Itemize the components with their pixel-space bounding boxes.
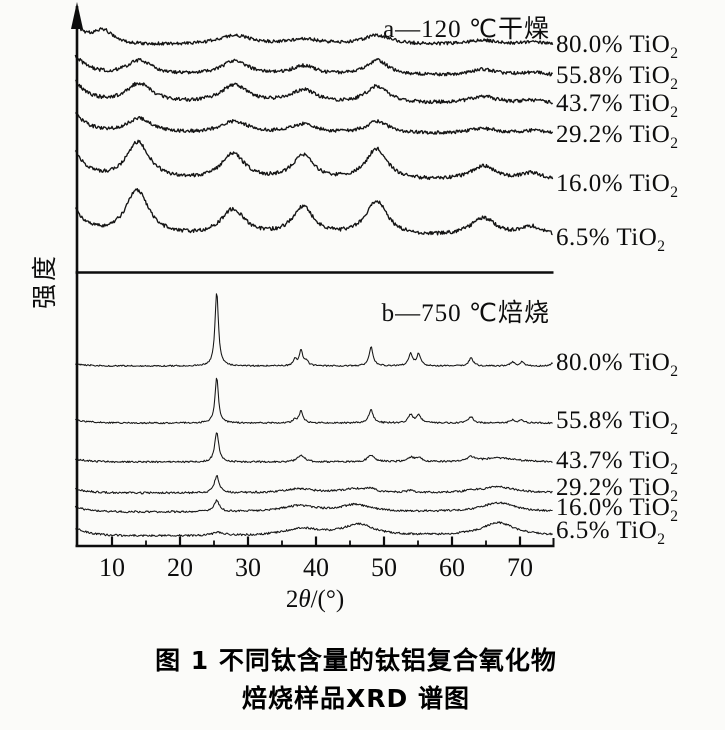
xrd-trace-a-29.22 (75, 112, 554, 135)
xrd-trace-b-43.72 (74, 432, 553, 464)
xrd-trace-a-55.82 (74, 54, 554, 77)
y-axis-label: 强度 (32, 252, 59, 310)
series-label-b-6.52: 6.5% TiO2 (556, 517, 666, 548)
series-label-b-43.72: 43.7% TiO2 (556, 447, 679, 478)
series-label-a-80.02: 80.0% TiO2 (556, 31, 679, 62)
subscript-2: 2 (670, 184, 679, 201)
panel-b-annotation: b—750 ℃焙烧 (381, 300, 550, 327)
x-axis-label: 2θ/(°) (285, 586, 345, 613)
caption-line-1: 图 1 不同钛含量的钛铝复合氧化物 (155, 646, 557, 675)
x-tick-label: 10 (99, 553, 125, 582)
series-label-a-55.82: 55.8% TiO2 (556, 62, 679, 93)
xrd-trace-a-43.72 (75, 79, 554, 105)
series-label-b-16.02: 16.0% TiO2 (556, 494, 679, 525)
figure-caption: 图 1 不同钛含量的钛铝复合氧化物 焙烧样品XRD 谱图 (0, 642, 712, 718)
xrd-trace-b-6.52 (75, 521, 553, 538)
x-tick-label: 20 (167, 553, 193, 582)
xrd-trace-a-6.52 (74, 188, 553, 236)
series-label-b-55.82: 55.8% TiO2 (556, 407, 679, 438)
theta-symbol: θ (298, 586, 311, 613)
x-tick-label: 70 (507, 553, 533, 582)
series-label-a-6.52: 6.5% TiO2 (556, 224, 666, 255)
subscript-2: 2 (670, 421, 679, 438)
xrd-trace-a-16.02 (74, 139, 554, 181)
xrd-trace-b-80.02 (75, 293, 553, 368)
x-tick-label: 50 (371, 553, 397, 582)
xrd-trace-b-29.22 (74, 474, 553, 495)
subscript-2: 2 (670, 104, 679, 121)
x-tick-label: 60 (439, 553, 465, 582)
series-label-a-16.02: 16.0% TiO2 (556, 170, 679, 201)
xrd-trace-b-55.82 (75, 377, 553, 425)
subscript-2: 2 (657, 238, 666, 255)
subscript-2: 2 (670, 363, 679, 380)
xrd-trace-b-16.02 (74, 499, 553, 514)
subscript-2: 2 (670, 508, 679, 525)
subscript-2: 2 (670, 135, 679, 152)
series-label-a-29.22: 29.2% TiO2 (556, 121, 679, 152)
series-label-a-43.72: 43.7% TiO2 (556, 90, 679, 121)
xrd-plot: 10 20 30 40 50 60 70 (71, 2, 555, 582)
caption-line-2: 焙烧样品XRD 谱图 (242, 684, 470, 713)
x-tick-label: 40 (303, 553, 329, 582)
subscript-2: 2 (670, 488, 679, 505)
subscript-2: 2 (670, 461, 679, 478)
subscript-2: 2 (670, 45, 679, 62)
subscript-2: 2 (670, 76, 679, 93)
panel-a-annotation: a—120 ℃干燥 (383, 16, 550, 43)
x-tick-label: 30 (235, 553, 261, 582)
series-label-b-80.02: 80.0% TiO2 (556, 349, 679, 380)
series-label-b-29.22: 29.2% TiO2 (556, 474, 679, 505)
y-axis-arrow-icon (71, 2, 83, 29)
xrd-trace-a-80.02 (74, 23, 554, 46)
subscript-2: 2 (657, 531, 666, 548)
